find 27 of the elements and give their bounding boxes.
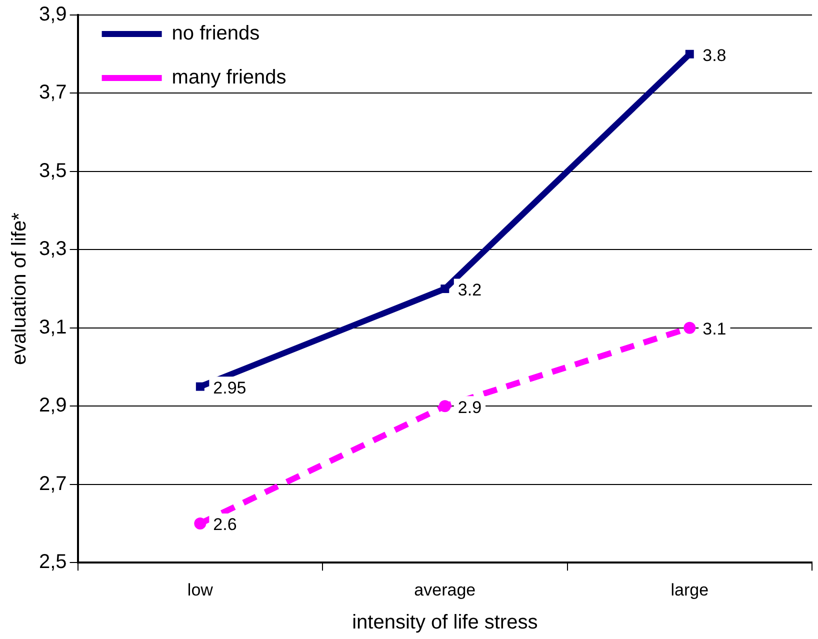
y-tick-label: 3,7 bbox=[38, 82, 67, 104]
data-label: 2.9 bbox=[458, 398, 482, 417]
point bbox=[685, 50, 694, 58]
legend-label: no friends bbox=[172, 22, 260, 45]
x-axis-title: intensity of life stress bbox=[352, 612, 538, 634]
data-label: 2.95 bbox=[213, 378, 246, 398]
data-label: 3.1 bbox=[702, 320, 726, 339]
point bbox=[438, 400, 451, 412]
data-label: 2.6 bbox=[213, 515, 237, 534]
point bbox=[440, 284, 450, 294]
point bbox=[194, 517, 206, 530]
point bbox=[196, 382, 204, 391]
x-tick-label: average bbox=[414, 580, 476, 600]
y-tick-label: 3,1 bbox=[38, 316, 67, 338]
y-tick-label: 2,9 bbox=[38, 394, 67, 417]
y-tick-label: 3,5 bbox=[38, 160, 67, 182]
y-axis-title: evaluation of life* bbox=[8, 212, 31, 365]
point bbox=[684, 322, 696, 334]
y-tick-label: 3,9 bbox=[38, 4, 67, 26]
legend-label: many friends bbox=[172, 66, 286, 89]
y-tick-label: 2,5 bbox=[38, 551, 67, 574]
y-tick-label: 2,7 bbox=[38, 472, 67, 495]
data-label: 3.2 bbox=[458, 280, 482, 300]
x-tick-label: low bbox=[187, 580, 214, 600]
y-tick-label: 3,3 bbox=[38, 238, 67, 260]
x-tick-label: large bbox=[670, 580, 709, 600]
data-label: 3.8 bbox=[702, 46, 726, 65]
